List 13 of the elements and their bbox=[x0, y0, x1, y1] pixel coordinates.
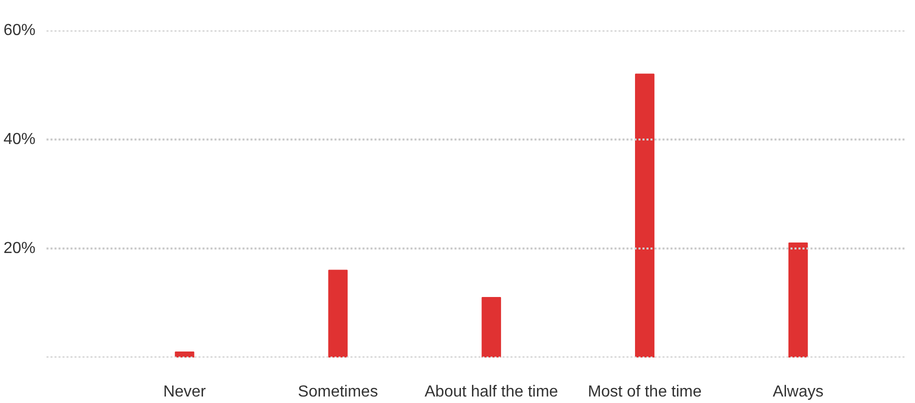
bar bbox=[174, 352, 194, 358]
x-tick-label: Never bbox=[163, 384, 207, 400]
y-tick-label: 20% bbox=[3, 240, 36, 257]
y-tick-label: 60% bbox=[3, 22, 36, 39]
x-tick-label: Most of the time bbox=[588, 384, 702, 400]
y-tick-label: 40% bbox=[3, 131, 36, 148]
bar bbox=[328, 270, 348, 358]
bar bbox=[482, 297, 502, 358]
bar bbox=[635, 74, 654, 358]
bar bbox=[788, 242, 808, 358]
x-tick-label: Always bbox=[772, 384, 824, 400]
x-tick-label: Sometimes bbox=[298, 384, 378, 400]
x-tick-label: About half the time bbox=[424, 384, 558, 400]
